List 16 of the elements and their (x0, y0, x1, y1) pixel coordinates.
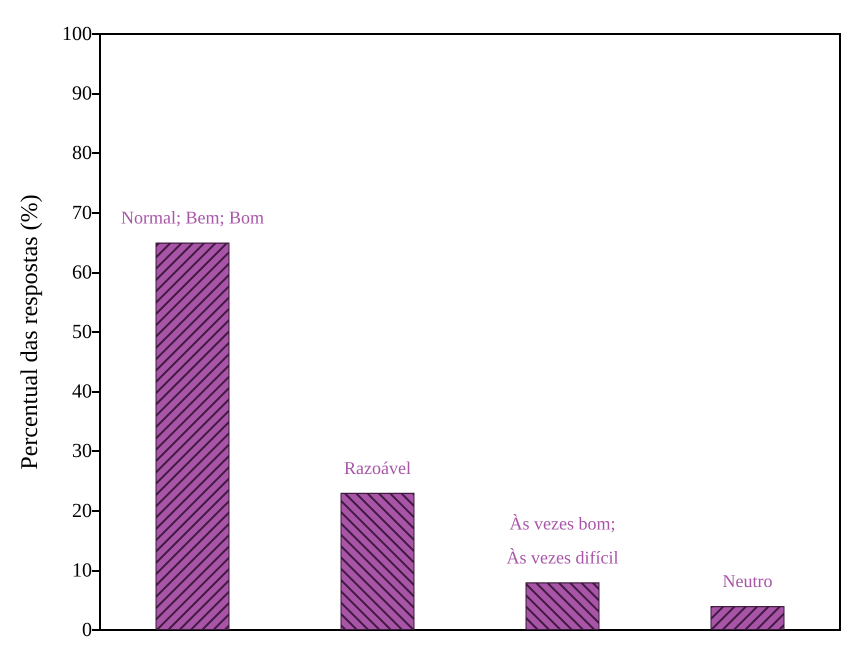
y-axis-title: Percentual das respostas (%) (17, 194, 43, 470)
y-tick-label: 30 (72, 440, 92, 462)
y-tick-label: 40 (72, 380, 92, 403)
y-tick-label: 100 (62, 23, 92, 45)
y-tick-label: 80 (72, 142, 92, 164)
x-tick-label: Razoável (344, 458, 411, 478)
y-tick-label: 20 (72, 500, 92, 522)
y-tick-label: 0 (82, 619, 92, 641)
x-tick-label: Às vezes bom; Às vezes difícil (506, 513, 618, 568)
x-tick-label: Normal; Bem; Bom (121, 208, 264, 228)
y-tick-label: 60 (72, 261, 92, 284)
y-tick-label: 50 (72, 321, 92, 343)
x-tick-label: Neutro (722, 571, 772, 592)
y-tick-label: 70 (72, 202, 92, 224)
y-tick-label: 10 (72, 559, 92, 582)
y-tick-label: 90 (72, 82, 92, 105)
